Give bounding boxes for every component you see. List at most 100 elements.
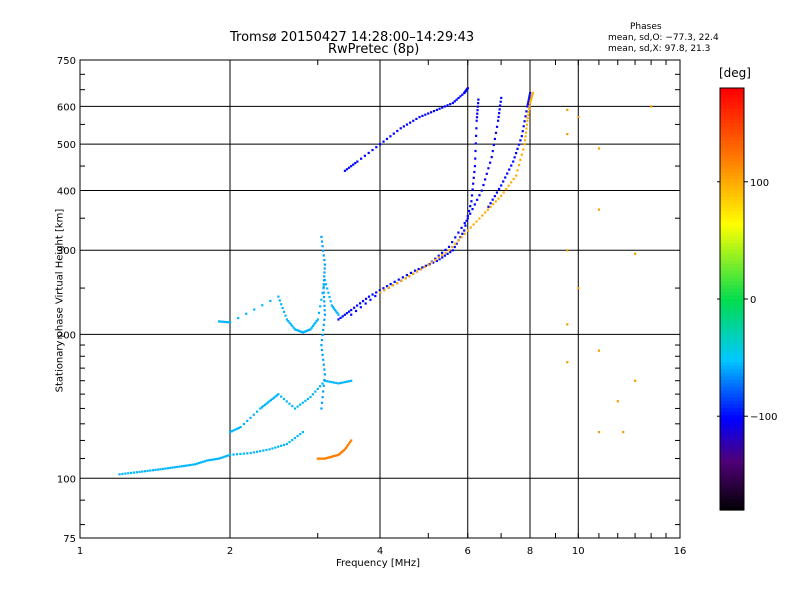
colorbar-tick-label: 100 — [750, 178, 769, 189]
data-point — [415, 117, 418, 121]
data-point — [417, 267, 420, 271]
data-point — [347, 166, 351, 169]
colorbar-band — [720, 130, 744, 135]
colorbar-band — [720, 126, 744, 131]
data-point — [212, 458, 215, 461]
data-point — [219, 320, 222, 323]
data-point — [345, 312, 349, 315]
data-point — [229, 430, 232, 434]
data-point — [499, 104, 502, 107]
colorbar-band — [720, 295, 744, 300]
data-point — [451, 241, 454, 244]
data-point — [363, 154, 366, 157]
data-point — [215, 457, 219, 461]
data-point — [350, 379, 353, 382]
data-point — [316, 318, 319, 321]
data-point — [393, 280, 396, 283]
data-point — [510, 164, 513, 167]
data-point — [498, 112, 501, 115]
data-point — [520, 153, 523, 156]
colorbar-band — [720, 390, 744, 395]
data-point — [379, 143, 382, 146]
data-point — [269, 299, 272, 303]
data-point — [322, 295, 326, 299]
colorbar-band — [720, 284, 744, 290]
data-point — [322, 291, 325, 294]
colorbar-band — [720, 225, 744, 230]
data-point — [299, 432, 302, 436]
data-point — [323, 368, 326, 371]
data-point — [176, 465, 179, 469]
data-point — [516, 169, 519, 172]
data-point — [650, 105, 653, 108]
data-point — [399, 127, 402, 130]
data-point — [321, 396, 324, 399]
data-point — [616, 400, 619, 403]
data-point — [470, 194, 474, 197]
data-point — [356, 304, 359, 307]
colorbar-band — [720, 386, 744, 392]
colorbar-band — [720, 506, 744, 511]
data-point — [507, 184, 510, 187]
data-point — [474, 134, 478, 137]
data-point — [486, 208, 489, 211]
colorbar-band — [720, 425, 744, 430]
data-point — [297, 329, 301, 332]
data-point — [475, 119, 478, 122]
colorbar-band — [720, 91, 744, 96]
data-point — [282, 443, 286, 447]
data-point — [484, 211, 487, 214]
data-point — [476, 198, 479, 201]
data-point — [320, 240, 324, 243]
y-tick-label: 600 — [57, 102, 76, 113]
x-tick-label: 6 — [465, 546, 471, 557]
data-point — [522, 125, 525, 128]
data-point — [309, 395, 312, 399]
data-point — [221, 320, 224, 323]
data-point — [311, 393, 315, 396]
data-point — [180, 465, 183, 468]
colorbar-band — [720, 492, 744, 497]
data-point — [295, 328, 298, 331]
data-point — [282, 397, 286, 401]
colorbar-band — [720, 274, 744, 279]
data-point — [391, 284, 394, 287]
data-point — [335, 381, 338, 385]
data-point — [465, 219, 468, 222]
data-point — [326, 380, 329, 383]
colorbar-band — [720, 239, 744, 244]
data-point — [323, 271, 326, 274]
colorbar-band — [720, 408, 744, 413]
data-point — [227, 321, 230, 324]
colorbar-band — [720, 334, 744, 339]
data-point — [517, 143, 521, 146]
data-point — [437, 256, 440, 259]
data-point — [193, 463, 197, 466]
colorbar-band — [720, 102, 744, 107]
data-point — [288, 440, 291, 444]
data-point — [324, 457, 328, 460]
data-point — [491, 198, 494, 201]
data-point — [330, 381, 333, 384]
data-point — [336, 312, 339, 315]
x-tick-label: 10 — [572, 546, 585, 557]
data-point — [292, 326, 295, 329]
data-point — [178, 465, 181, 468]
data-point — [438, 107, 441, 110]
data-point — [412, 272, 415, 275]
colorbar-band — [720, 232, 744, 237]
data-point — [149, 469, 152, 472]
data-point — [469, 212, 472, 215]
data-point — [471, 188, 474, 191]
colorbar-band — [720, 98, 744, 103]
data-point — [281, 306, 284, 310]
data-point — [529, 101, 532, 105]
data-point — [437, 254, 440, 257]
data-point — [277, 393, 280, 396]
data-point — [527, 98, 530, 101]
data-point — [470, 200, 473, 203]
colorbar-band — [720, 189, 744, 195]
data-point — [269, 398, 273, 402]
colorbar-band — [720, 306, 744, 311]
